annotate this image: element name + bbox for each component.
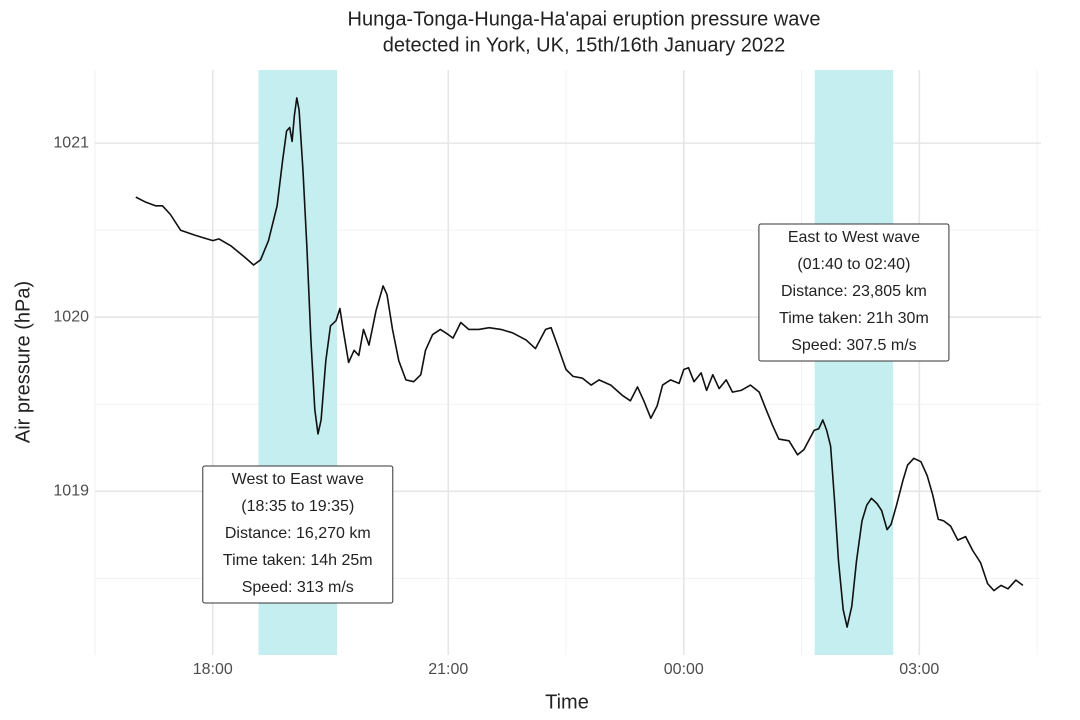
annotation-text: (01:40 to 02:40) [797, 256, 910, 273]
x-axis-label: Time [545, 691, 589, 713]
annotation-box [758, 223, 950, 362]
chart-title: Hunga-Tonga-Hunga-Ha'apai eruption press… [348, 8, 821, 30]
annotation-text: Speed: 313 m/s [242, 579, 354, 596]
x-tick-label: 03:00 [899, 661, 939, 678]
x-tick-label: 18:00 [193, 661, 233, 678]
data-line [135, 97, 1024, 628]
annotation-text: West to East wave [232, 471, 364, 488]
annotation-text: Distance: 23,805 km [781, 283, 927, 300]
x-tick-label: 21:00 [428, 661, 468, 678]
annotation-text: Distance: 16,270 km [225, 525, 371, 542]
annotation-text: Time taken: 14h 25m [223, 552, 373, 569]
y-tick-label: 1020 [53, 308, 89, 325]
y-tick-label: 1019 [53, 483, 89, 500]
annotation-box [202, 465, 394, 604]
annotation-text: Speed: 307.5 m/s [791, 337, 916, 354]
annotation-text: Time taken: 21h 30m [779, 310, 929, 327]
y-tick-label: 1021 [53, 134, 89, 151]
y-axis-label: Air pressure (hPa) [12, 281, 34, 443]
highlight-band [814, 70, 894, 655]
annotation-text: East to West wave [788, 229, 920, 246]
annotation-text: (18:35 to 19:35) [241, 498, 354, 515]
chart-title: detected in York, UK, 15th/16th January … [383, 34, 786, 56]
x-tick-label: 00:00 [664, 661, 704, 678]
